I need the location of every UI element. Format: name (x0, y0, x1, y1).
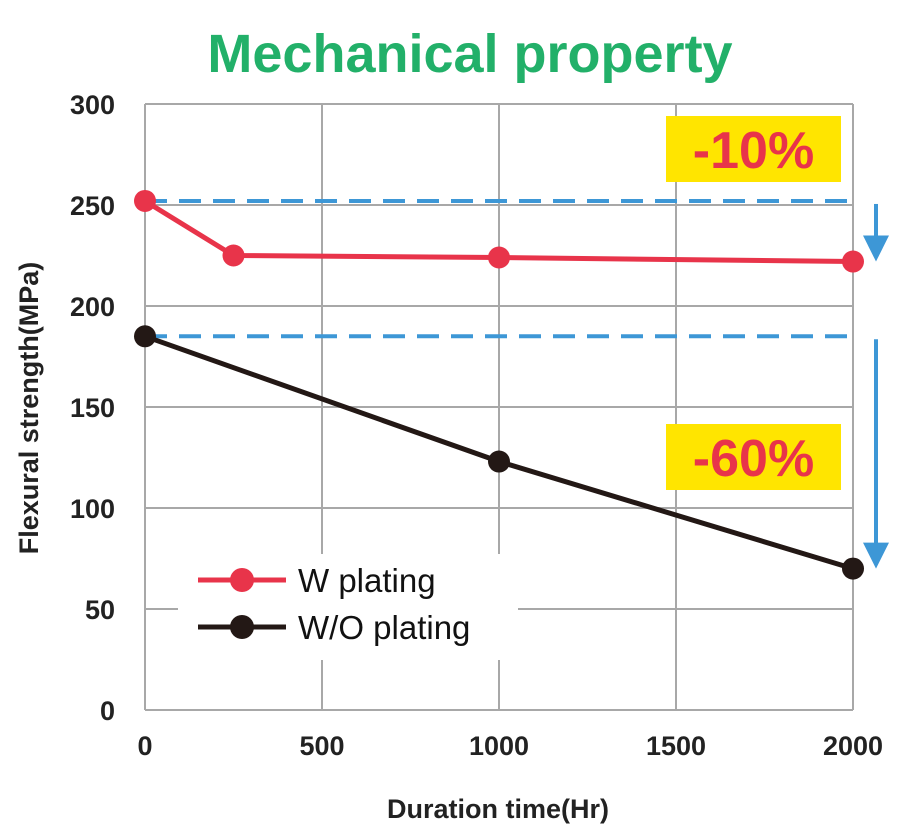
y-tick-label: 200 (70, 292, 115, 322)
annotation-text-1: -60% (693, 430, 814, 488)
data-point (842, 250, 864, 273)
legend-label-0: W plating (298, 562, 436, 599)
x-tick-label: 1500 (646, 731, 706, 761)
annotation-badge-0 (666, 116, 841, 182)
y-tick-label: 250 (70, 191, 115, 221)
tick-labels: 0 50 100 150 200 250 300 0 500 1000 1500 2000 (70, 90, 883, 761)
x-tick-label: 2000 (823, 731, 883, 761)
y-tick-label: 100 (70, 494, 115, 524)
annotation-badge-1 (666, 424, 841, 490)
x-tick-label: 1000 (469, 731, 529, 761)
legend-swatch-marker-0 (230, 568, 254, 592)
data-point (842, 557, 864, 580)
data-point (134, 189, 156, 212)
reference-lines (145, 198, 853, 339)
y-tick-label: 50 (85, 595, 115, 625)
chart-title: Mechanical property (207, 24, 732, 84)
y-tick-label: 0 (100, 696, 115, 726)
y-axis-label: Flexural strength(MPa) (14, 262, 44, 555)
data-point (222, 244, 245, 267)
data-point (134, 325, 156, 348)
legend-swatch-marker-1 (230, 615, 254, 639)
legend: W plating W/O plating (178, 554, 518, 660)
series-line-0 (143, 198, 854, 265)
x-tick-label: 0 (137, 731, 152, 761)
y-tick-label: 300 (70, 90, 115, 120)
arrow-head-0 (863, 235, 889, 262)
series-group (134, 189, 864, 580)
arrow-head-1 (863, 542, 889, 569)
annotation-text-0: -10% (693, 122, 814, 180)
data-point (488, 450, 510, 473)
x-tick-label: 500 (299, 731, 344, 761)
data-point (488, 246, 510, 269)
annotations: -10% -60% (666, 116, 889, 569)
y-tick-label: 150 (70, 393, 115, 423)
x-axis-label: Duration time(Hr) (387, 794, 609, 824)
legend-label-1: W/O plating (298, 609, 470, 646)
